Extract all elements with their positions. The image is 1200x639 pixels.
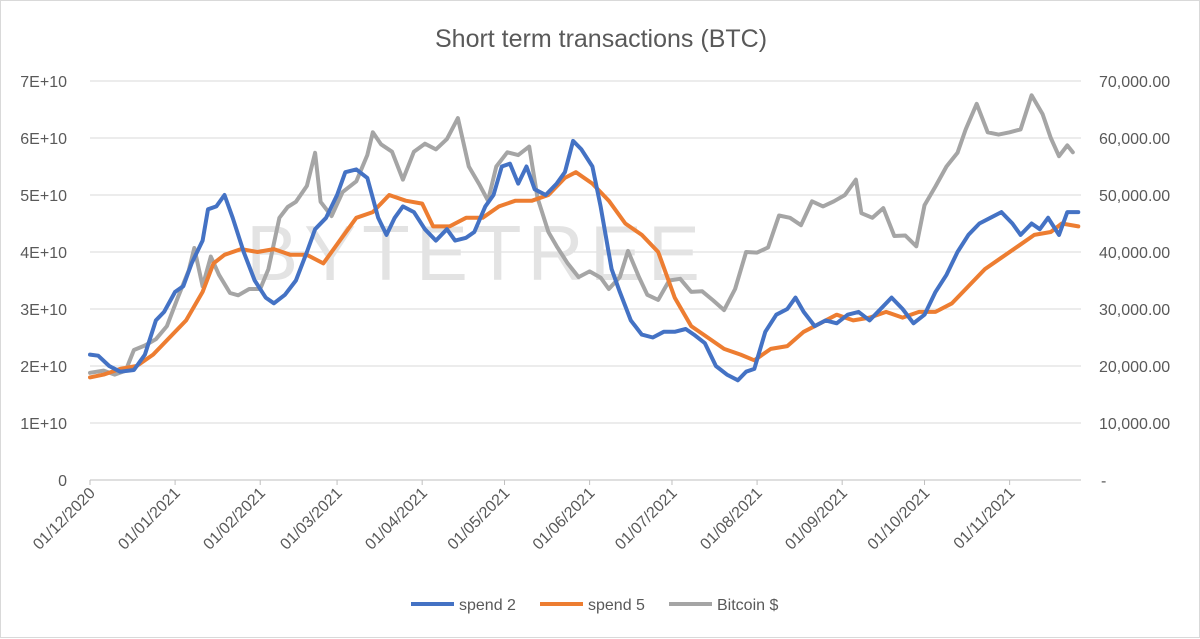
- y-right-tick-label: 10,000.00: [1099, 416, 1170, 433]
- x-tick-label: 01/09/2021: [782, 485, 851, 554]
- y-left-tick-label: 6E+10: [20, 131, 67, 148]
- x-tick-label: 01/05/2021: [445, 485, 514, 554]
- y-axis-right: - 10,000.00 20,000.00 30,000.00 40,000.00 50,…: [1099, 74, 1170, 490]
- series-lines: [88, 93, 1081, 383]
- series-line-spend-2: [88, 138, 1081, 383]
- y-right-tick-label: -: [1101, 473, 1106, 490]
- x-tick-label: 01/02/2021: [200, 485, 269, 554]
- y-left-tick-label: 4E+10: [20, 245, 67, 262]
- y-axis-left: 0 1E+10 2E+10 3E+10 4E+10 5E+10 6E+10 7E+10: [20, 74, 67, 490]
- series-line-bitcoin: [88, 93, 1075, 377]
- legend: spend 2 spend 5 Bitcoin $: [411, 597, 778, 614]
- x-tick-label: 01/01/2021: [115, 485, 184, 554]
- x-tick-label: 01/04/2021: [362, 485, 431, 554]
- x-tick-label: 01/08/2021: [697, 485, 766, 554]
- legend-label: Bitcoin $: [717, 597, 778, 614]
- y-left-tick-label: 2E+10: [20, 359, 67, 376]
- x-tick-label: 01/11/2021: [951, 485, 1019, 553]
- x-tick-label: 01/03/2021: [277, 485, 346, 554]
- series-line-spend-5: [88, 170, 1081, 380]
- x-tick-label: 01/12/2020: [30, 485, 99, 554]
- y-left-tick-label: 7E+10: [20, 74, 67, 91]
- legend-label: spend 2: [459, 597, 516, 614]
- y-left-tick-label: 0: [58, 473, 67, 490]
- chart-title: Short term transactions (BTC): [435, 25, 767, 53]
- legend-label: spend 5: [588, 597, 645, 614]
- y-right-tick-label: 70,000.00: [1099, 74, 1170, 91]
- x-tick-label: 01/10/2021: [865, 485, 934, 554]
- y-right-tick-label: 40,000.00: [1099, 245, 1170, 262]
- y-left-tick-label: 5E+10: [20, 188, 67, 205]
- y-right-tick-label: 20,000.00: [1099, 359, 1170, 376]
- y-left-tick-label: 3E+10: [20, 302, 67, 319]
- x-tick-label: 01/07/2021: [612, 485, 681, 554]
- x-axis: 01/12/2020 01/01/2021 01/02/2021 01/03/2021…: [30, 479, 1081, 554]
- y-right-tick-label: 50,000.00: [1099, 188, 1170, 205]
- x-tick-label: 01/06/2021: [530, 485, 599, 554]
- watermark: BYTETREE: [246, 209, 706, 297]
- y-right-tick-label: 30,000.00: [1099, 302, 1170, 319]
- y-right-tick-label: 60,000.00: [1099, 131, 1170, 148]
- y-left-tick-label: 1E+10: [20, 416, 67, 433]
